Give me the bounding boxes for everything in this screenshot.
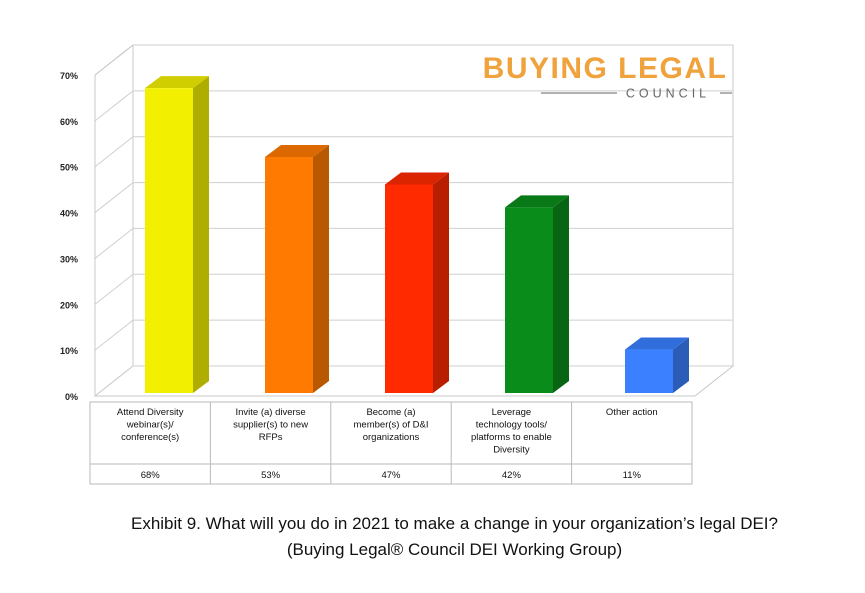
category-label: Leverage technology tools/platforms to en… [471,407,552,456]
bar-side [313,144,329,393]
category-label: Other action [606,407,658,418]
y-tick-label: 30% [60,254,78,264]
y-tick-label: 10% [60,346,78,356]
bar [145,76,209,394]
bar-top [625,337,689,350]
table-border [89,401,693,485]
chart-bars [145,76,689,394]
caption-title: Exhibit 9. What will you do in 2021 to m… [130,514,778,533]
bar-front [145,88,193,394]
logo-main-text: BUYING LEGAL [483,52,728,85]
bar-side [673,337,689,393]
category-label: Attend Diversity webinar(s)/conference(s) [117,407,184,443]
logo-sub-text: COUNCIL [626,87,710,101]
bar-side [433,172,449,393]
bar-front [505,207,553,393]
y-tick-label: 0% [65,392,78,402]
bar-side [553,195,569,393]
bar-side [193,76,209,394]
top-edge-line [94,44,134,76]
bar-top [265,144,329,157]
bar [385,172,449,393]
y-tick-label: 40% [60,209,78,219]
bar-top [505,195,569,208]
gridline [94,182,733,213]
value-label: 53% [261,470,281,481]
category-label: Become (a) member(s) of D&I organizations [354,407,429,443]
bar-front [385,184,433,393]
category-label: Invite (a) diverse supplier(s) to new RFPs [233,407,308,443]
bar [265,144,329,393]
value-label: 68% [141,470,161,481]
value-label: 47% [381,470,401,481]
bar-front [265,156,313,393]
bar-top [385,172,449,185]
gridline [94,136,733,168]
value-label: 11% [623,470,642,481]
bar [625,337,689,393]
y-tick-label: 60% [60,117,78,127]
bar-front [625,349,673,393]
data-table: Attend Diversity webinar(s)/conference(s)… [89,401,693,485]
bar [505,195,569,393]
bar-top [145,76,209,89]
y-tick-label: 50% [60,163,78,173]
buying-legal-council-logo: BUYING LEGAL COUNCIL [483,52,732,101]
caption-source: (Buying Legal® Council DEI Working Group… [286,540,623,559]
value-label: 42% [502,470,522,481]
y-tick-label: 70% [60,71,78,81]
gridline [94,90,733,122]
y-tick-label: 20% [60,300,78,310]
